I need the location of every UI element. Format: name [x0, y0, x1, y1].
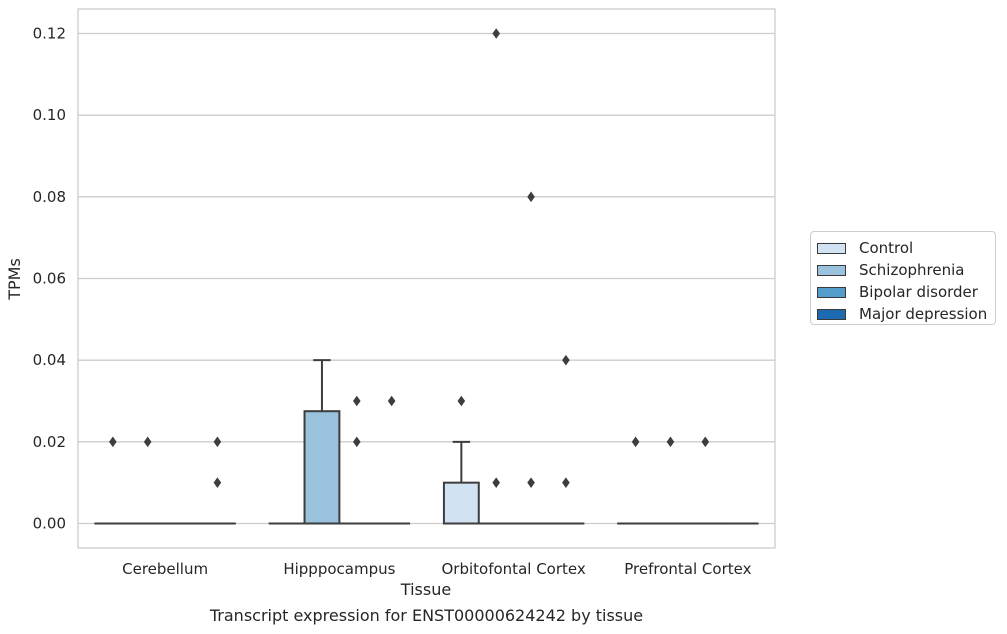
- box-3-1: [652, 436, 689, 525]
- box-2-2: [512, 191, 550, 525]
- box-0-1: [129, 436, 167, 525]
- box-groups: [94, 28, 759, 525]
- legend-label-control: Control: [859, 239, 914, 257]
- outlier-point: [562, 477, 570, 488]
- box-2-3: [547, 354, 585, 525]
- box-body: [442, 481, 480, 525]
- y-tick-label: 0.02: [33, 433, 66, 451]
- box-1-1: [303, 359, 341, 525]
- legend-label-schizophrenia: Schizophrenia: [859, 261, 965, 279]
- plot-frame: [77, 8, 776, 549]
- y-tick-label: 0.06: [33, 270, 66, 288]
- legend: Control Schizophrenia Bipolar disorder M…: [810, 231, 996, 325]
- y-tick-label: 0.10: [33, 106, 66, 124]
- box-1-2: [338, 395, 376, 525]
- outlier-point: [527, 191, 535, 203]
- outlier-point: [492, 28, 500, 39]
- outlier-point: [562, 354, 570, 366]
- legend-swatch-schizophrenia: [817, 264, 846, 276]
- outlier-point: [492, 477, 500, 488]
- y-tick-label: 0.12: [33, 25, 66, 43]
- legend-item-control: Control: [817, 237, 995, 259]
- box-1-3: [373, 395, 411, 525]
- outlier-point: [109, 436, 117, 448]
- box-0-0: [94, 436, 132, 525]
- x-tick-label: Prefrontal Cortex: [624, 560, 751, 578]
- outlier-point: [457, 395, 466, 407]
- x-tick-label: Cerebellum: [122, 560, 208, 578]
- box-3-2: [686, 436, 724, 525]
- box-3-0: [617, 436, 655, 525]
- legend-item-bipolar-disorder: Bipolar disorder: [817, 281, 995, 303]
- legend-label-bipolar-disorder: Bipolar disorder: [859, 283, 978, 301]
- outlier-point: [213, 477, 222, 488]
- outlier-point: [701, 436, 710, 448]
- legend-item-major-depression: Major depression: [817, 303, 995, 325]
- x-tick-labels: Cerebellum Hipppocampus Orbitofontal Corte…: [122, 560, 751, 578]
- legend-item-schizophrenia: Schizophrenia: [817, 259, 995, 281]
- outlier-point: [631, 436, 640, 448]
- outlier-point: [143, 436, 152, 448]
- box-body: [303, 410, 341, 525]
- y-tick-label: 0.08: [33, 188, 66, 206]
- outlier-point: [527, 477, 535, 488]
- box-0-3: [198, 436, 236, 525]
- outlier-point: [213, 436, 222, 448]
- y-tick-label: 0.04: [33, 351, 66, 369]
- x-tick-label: Hipppocampus: [283, 560, 395, 578]
- y-tick-labels: 0.00 0.02 0.04 0.06 0.08 0.10 0.12: [33, 25, 66, 533]
- x-axis-label: Tissue: [400, 580, 451, 599]
- y-axis-label: TPMs: [5, 258, 24, 301]
- legend-swatch-bipolar-disorder: [817, 286, 846, 298]
- outlier-point: [666, 436, 675, 448]
- x-tick-label: Orbitofontal Cortex: [442, 560, 586, 578]
- legend-swatch-major-depression: [817, 308, 846, 320]
- outlier-point: [353, 395, 361, 407]
- outlier-point: [387, 395, 396, 407]
- box-2-1: [477, 28, 515, 525]
- chart-caption: Transcript expression for ENST0000062424…: [209, 606, 644, 625]
- box-2-0: [442, 395, 480, 525]
- outlier-point: [353, 436, 361, 448]
- gridlines: [78, 32, 775, 525]
- y-tick-label: 0.00: [33, 515, 66, 533]
- legend-swatch-control: [817, 242, 846, 254]
- legend-label-major-depression: Major depression: [859, 305, 988, 323]
